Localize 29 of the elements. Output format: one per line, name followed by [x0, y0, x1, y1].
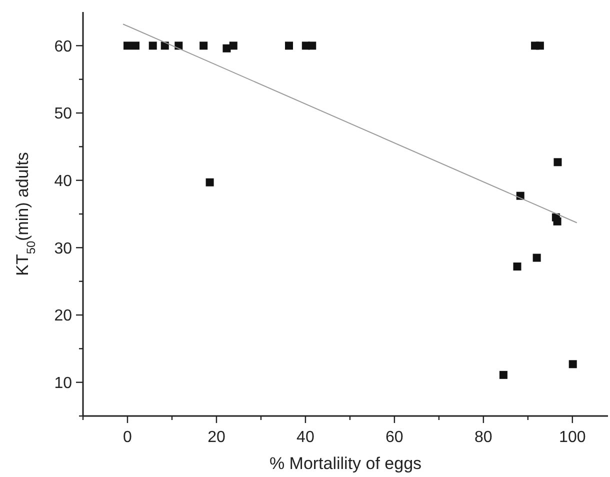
point [200, 42, 208, 50]
point [553, 217, 562, 226]
x-tick-label: 60 [386, 429, 404, 446]
x-axis-title: % Mortalility of eggs [269, 454, 422, 473]
x-tick-label: 100 [559, 429, 586, 446]
point [532, 254, 541, 262]
y-tick-label: 60 [54, 38, 72, 56]
x-tick-label: 0 [123, 429, 132, 446]
point [123, 42, 132, 50]
y-tick-label: 30 [54, 240, 72, 258]
point [284, 42, 293, 50]
point [554, 158, 562, 166]
y-tick-label: 50 [54, 106, 72, 123]
x-tick-label: 80 [474, 429, 492, 446]
point [222, 44, 231, 52]
x-tick-label: 20 [208, 429, 226, 446]
point [148, 42, 157, 50]
point [308, 42, 316, 50]
x-tick-label: 40 [296, 429, 314, 446]
point [513, 262, 522, 271]
y-tick-label: 10 [54, 374, 72, 392]
point [229, 42, 238, 50]
point [568, 360, 577, 368]
point [536, 42, 544, 50]
point [499, 370, 508, 379]
y-tick-label: 20 [54, 308, 72, 325]
point [206, 178, 214, 186]
y-tick-label: 40 [54, 172, 72, 190]
point [132, 42, 140, 50]
